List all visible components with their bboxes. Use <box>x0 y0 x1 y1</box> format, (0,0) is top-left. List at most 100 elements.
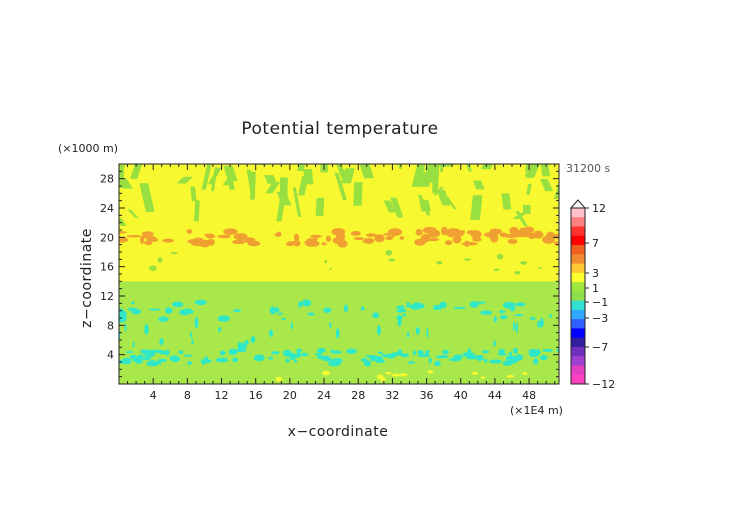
band-orange <box>420 233 431 243</box>
band-cyan <box>194 299 207 306</box>
streak-green <box>526 183 532 195</box>
streak-green <box>207 167 222 185</box>
band-cyan-lower <box>361 358 368 362</box>
band-cyan <box>504 304 510 309</box>
time-label: 31200 s <box>566 162 610 175</box>
streak-green <box>501 193 512 210</box>
band-cyan-lower <box>481 350 490 354</box>
band-cyan-lower <box>489 359 502 364</box>
colorbar-label: 12 <box>592 202 606 215</box>
band-orange <box>119 230 127 234</box>
band-cyan-lower <box>515 354 524 361</box>
colorbar-swatch <box>571 226 585 237</box>
streak-cyan <box>191 339 194 345</box>
band-cyan <box>396 305 406 309</box>
streak-cyan <box>218 327 222 333</box>
streak-cyan <box>194 317 199 329</box>
streak-green <box>130 164 143 179</box>
band-cyan-lower <box>477 355 484 361</box>
band-cyan-lower <box>183 354 193 357</box>
x-tick-label: 20 <box>283 389 297 402</box>
band-cyan-lower <box>417 349 424 356</box>
band-orange <box>546 231 556 239</box>
streak-cyan <box>159 338 164 346</box>
colorbar-label: −3 <box>592 312 608 325</box>
colorbar-swatch <box>571 263 585 274</box>
band-cyan <box>486 311 491 315</box>
streak-green <box>201 164 212 190</box>
band-cyan-lower <box>505 355 517 362</box>
band-orange <box>310 234 323 238</box>
x-tick-label: 24 <box>317 389 331 402</box>
band-orange <box>192 237 204 243</box>
colorbar-label: 3 <box>592 267 599 280</box>
streak-green <box>353 182 363 206</box>
band-cyan <box>276 307 280 313</box>
band-cyan-lower <box>369 355 376 362</box>
band-cyan <box>414 303 425 309</box>
speck-yellow <box>322 370 330 376</box>
colorbar-swatch <box>571 208 585 218</box>
streak-cyan <box>335 328 340 339</box>
band-cyan-lower <box>375 359 385 364</box>
band-cyan-lower <box>285 358 290 363</box>
band-orange <box>337 239 348 248</box>
band-cyan <box>529 316 536 320</box>
speck-yellow <box>505 374 515 378</box>
band-orange <box>293 233 300 242</box>
band-cyan-lower <box>400 353 410 357</box>
streak-green <box>256 164 267 165</box>
band-orange <box>440 226 448 236</box>
x-tick-label: 48 <box>522 389 536 402</box>
band-cyan <box>439 301 447 309</box>
band-orange <box>444 240 453 246</box>
band-orange <box>247 240 261 247</box>
band-cyan <box>171 301 184 308</box>
streak-green <box>390 197 404 218</box>
streak-green <box>470 195 483 220</box>
patch-green <box>538 266 542 269</box>
band-orange <box>126 235 142 238</box>
temperature-field <box>119 164 559 384</box>
band-orange <box>285 241 295 247</box>
band-cyan-lower <box>186 361 193 365</box>
band-cyan <box>269 306 277 315</box>
band-cyan <box>514 314 524 317</box>
band-cyan-lower <box>201 359 206 365</box>
streak-cyan <box>537 320 542 328</box>
band-cyan-lower <box>134 358 143 364</box>
streak-green <box>127 209 139 218</box>
band-orange <box>186 229 193 234</box>
band-orange <box>385 235 394 241</box>
streak-cyan <box>132 341 135 348</box>
streak-cyan <box>239 342 244 352</box>
band-cyan-lower <box>259 355 265 361</box>
speck-yellow <box>522 372 528 375</box>
band-cyan-lower <box>170 355 181 363</box>
band-cyan-lower <box>397 349 403 356</box>
colorbar-swatch <box>571 309 585 320</box>
streak-green <box>222 177 234 186</box>
band-cyan-lower <box>316 347 326 353</box>
streak-cyan <box>513 321 516 332</box>
streak-green <box>330 164 334 165</box>
band-cyan-lower <box>454 354 464 359</box>
speck-yellow <box>399 373 408 377</box>
band-cyan-lower <box>293 359 298 363</box>
band-cyan-lower <box>556 348 559 353</box>
band-cyan-lower <box>125 350 134 354</box>
band-cyan-lower <box>330 349 335 354</box>
streak-green <box>265 181 281 194</box>
band-orange <box>233 233 248 241</box>
streak-green <box>119 178 134 189</box>
band-orange <box>507 238 518 245</box>
band-cyan-lower <box>502 360 513 366</box>
band-cyan <box>217 315 230 322</box>
band-cyan-lower <box>296 348 302 354</box>
streak-cyan <box>415 326 420 335</box>
streak-green <box>417 194 431 216</box>
colorbar-swatch <box>571 254 585 265</box>
band-orange <box>415 228 423 236</box>
band-cyan <box>281 317 286 321</box>
band-orange <box>162 238 175 243</box>
